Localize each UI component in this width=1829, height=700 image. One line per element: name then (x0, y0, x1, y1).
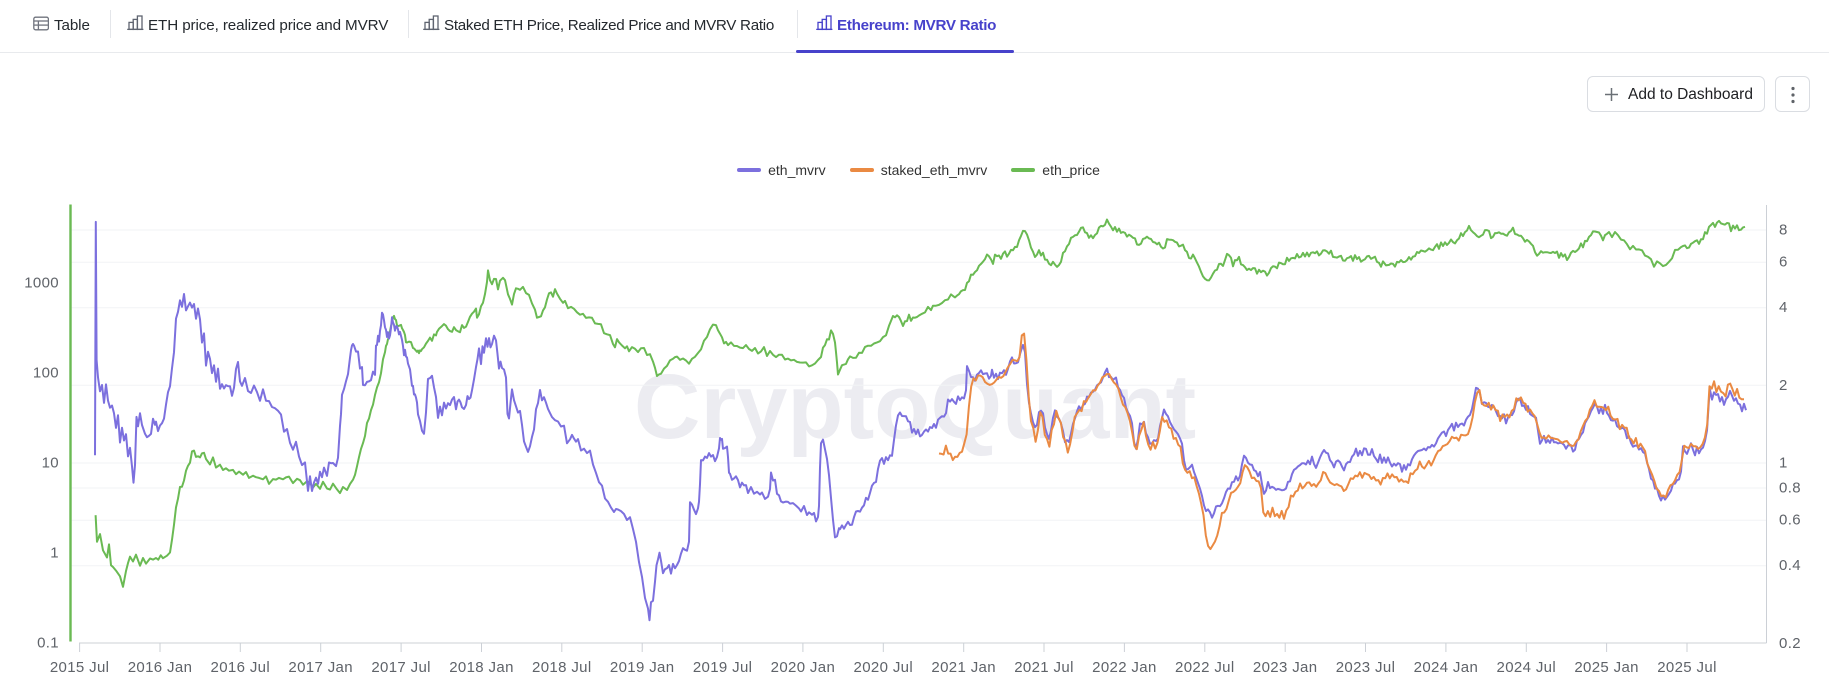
svg-text:2021 Jul: 2021 Jul (1014, 659, 1074, 676)
svg-text:2022 Jan: 2022 Jan (1092, 659, 1157, 676)
svg-text:2022 Jul: 2022 Jul (1175, 659, 1235, 676)
svg-text:2021 Jan: 2021 Jan (931, 659, 996, 676)
svg-text:2016 Jan: 2016 Jan (128, 659, 193, 676)
svg-text:0.6: 0.6 (1779, 512, 1801, 529)
svg-text:1: 1 (1779, 455, 1788, 472)
svg-text:2023 Jan: 2023 Jan (1253, 659, 1318, 676)
svg-text:0.1: 0.1 (37, 635, 59, 652)
svg-text:2019 Jul: 2019 Jul (693, 659, 753, 676)
svg-text:2025 Jan: 2025 Jan (1574, 659, 1639, 676)
svg-text:2025 Jul: 2025 Jul (1657, 659, 1717, 676)
svg-text:1: 1 (50, 545, 59, 562)
svg-text:2020 Jul: 2020 Jul (854, 659, 914, 676)
svg-text:6: 6 (1779, 254, 1788, 271)
svg-text:2017 Jan: 2017 Jan (288, 659, 353, 676)
svg-text:8: 8 (1779, 222, 1788, 239)
svg-text:2015 Jul: 2015 Jul (50, 659, 110, 676)
svg-text:2024 Jan: 2024 Jan (1414, 659, 1479, 676)
svg-text:2018 Jan: 2018 Jan (449, 659, 514, 676)
svg-text:2024 Jul: 2024 Jul (1497, 659, 1557, 676)
svg-text:0.4: 0.4 (1779, 557, 1801, 574)
svg-text:2017 Jul: 2017 Jul (371, 659, 431, 676)
svg-text:0.8: 0.8 (1779, 480, 1801, 497)
svg-text:2020 Jan: 2020 Jan (771, 659, 836, 676)
svg-text:2: 2 (1779, 377, 1788, 394)
svg-text:2018 Jul: 2018 Jul (532, 659, 592, 676)
svg-text:4: 4 (1779, 299, 1788, 316)
svg-text:2016 Jul: 2016 Jul (211, 659, 271, 676)
svg-text:1000: 1000 (24, 275, 59, 292)
svg-text:2023 Jul: 2023 Jul (1336, 659, 1396, 676)
svg-text:2019 Jan: 2019 Jan (610, 659, 675, 676)
svg-text:0.2: 0.2 (1779, 635, 1801, 652)
svg-text:100: 100 (33, 365, 59, 382)
svg-text:10: 10 (42, 455, 59, 472)
